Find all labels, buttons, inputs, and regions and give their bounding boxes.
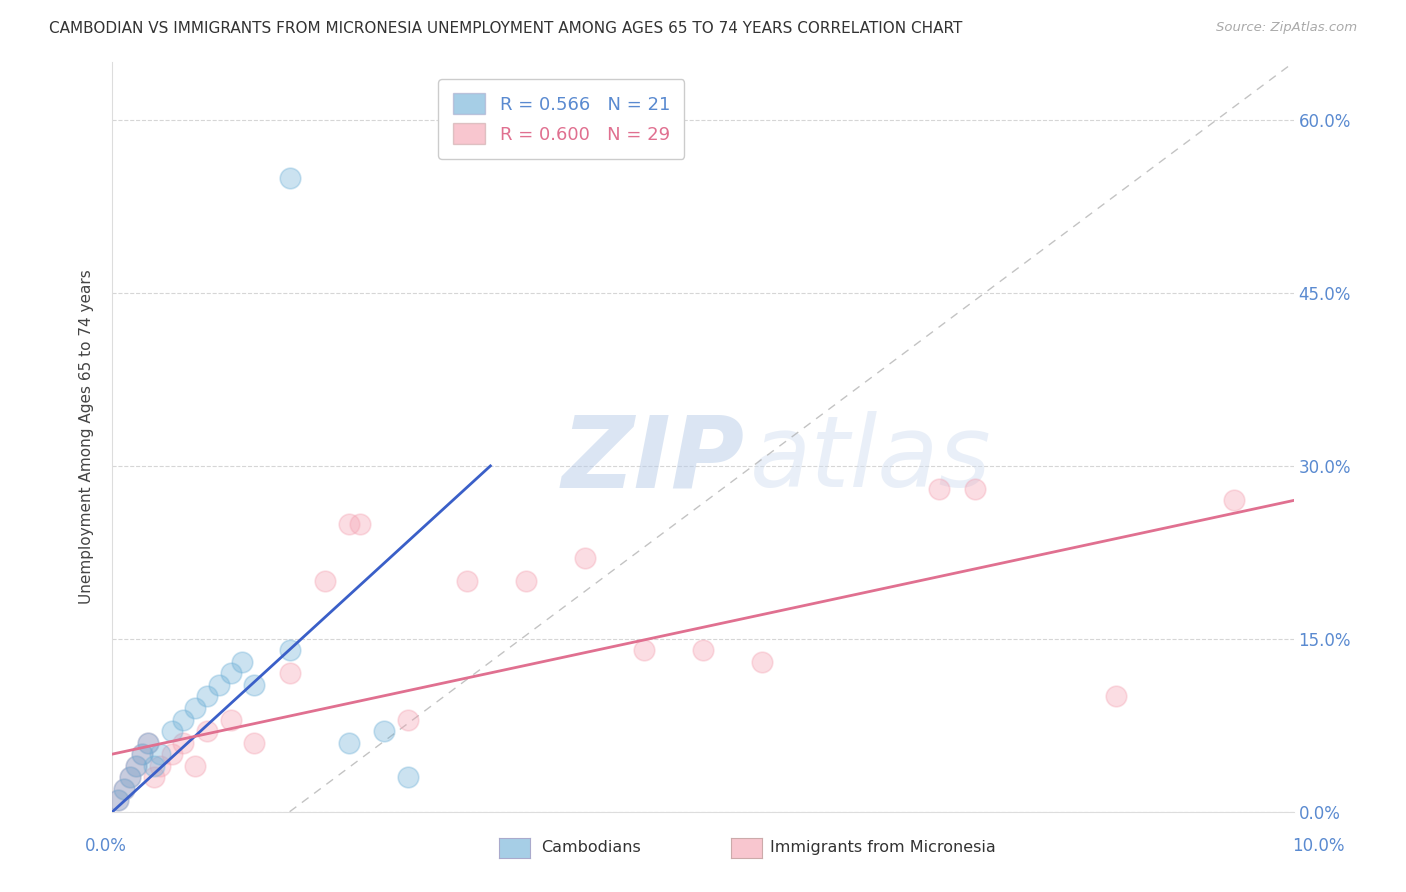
Point xyxy=(231,655,253,669)
Point xyxy=(515,574,537,589)
Point xyxy=(184,758,207,772)
Point xyxy=(219,666,242,681)
Point xyxy=(396,770,419,784)
Point xyxy=(243,735,266,749)
Point xyxy=(349,516,371,531)
Point xyxy=(160,724,183,739)
Point xyxy=(149,758,172,772)
Text: 10.0%: 10.0% xyxy=(1292,837,1346,855)
Text: Immigrants from Micronesia: Immigrants from Micronesia xyxy=(770,840,997,855)
Point xyxy=(278,643,301,657)
Point xyxy=(314,574,336,589)
Point xyxy=(278,666,301,681)
Text: Cambodians: Cambodians xyxy=(541,840,641,855)
Point xyxy=(172,713,194,727)
Point xyxy=(574,551,596,566)
Point xyxy=(125,758,148,772)
Point xyxy=(142,770,165,784)
Point xyxy=(112,781,135,796)
Point xyxy=(142,758,165,772)
Point xyxy=(337,735,360,749)
Point xyxy=(131,747,153,761)
Point xyxy=(172,735,194,749)
Point xyxy=(136,735,159,749)
Point xyxy=(107,793,129,807)
Point xyxy=(396,713,419,727)
Point xyxy=(751,655,773,669)
Point xyxy=(243,678,266,692)
Point xyxy=(195,690,218,704)
Text: 0.0%: 0.0% xyxy=(84,837,127,855)
Point xyxy=(633,643,655,657)
Point xyxy=(136,735,159,749)
Text: ZIP: ZIP xyxy=(561,411,744,508)
Point xyxy=(131,747,153,761)
Point xyxy=(149,747,172,761)
Point xyxy=(1223,493,1246,508)
Text: CAMBODIAN VS IMMIGRANTS FROM MICRONESIA UNEMPLOYMENT AMONG AGES 65 TO 74 YEARS C: CAMBODIAN VS IMMIGRANTS FROM MICRONESIA … xyxy=(49,21,963,37)
Point xyxy=(373,724,395,739)
Point xyxy=(456,574,478,589)
Point xyxy=(963,482,986,496)
Y-axis label: Unemployment Among Ages 65 to 74 years: Unemployment Among Ages 65 to 74 years xyxy=(79,269,94,605)
Point xyxy=(184,701,207,715)
Point xyxy=(1105,690,1128,704)
Text: Source: ZipAtlas.com: Source: ZipAtlas.com xyxy=(1216,21,1357,35)
Legend: R = 0.566   N = 21, R = 0.600   N = 29: R = 0.566 N = 21, R = 0.600 N = 29 xyxy=(439,79,685,159)
Point xyxy=(120,770,142,784)
Point xyxy=(195,724,218,739)
Point xyxy=(208,678,231,692)
Point xyxy=(112,781,135,796)
Point xyxy=(278,170,301,185)
Point xyxy=(219,713,242,727)
Point xyxy=(692,643,714,657)
Text: atlas: atlas xyxy=(751,411,991,508)
Point xyxy=(928,482,950,496)
Point xyxy=(160,747,183,761)
Point xyxy=(125,758,148,772)
Point xyxy=(107,793,129,807)
Point xyxy=(120,770,142,784)
Point xyxy=(337,516,360,531)
